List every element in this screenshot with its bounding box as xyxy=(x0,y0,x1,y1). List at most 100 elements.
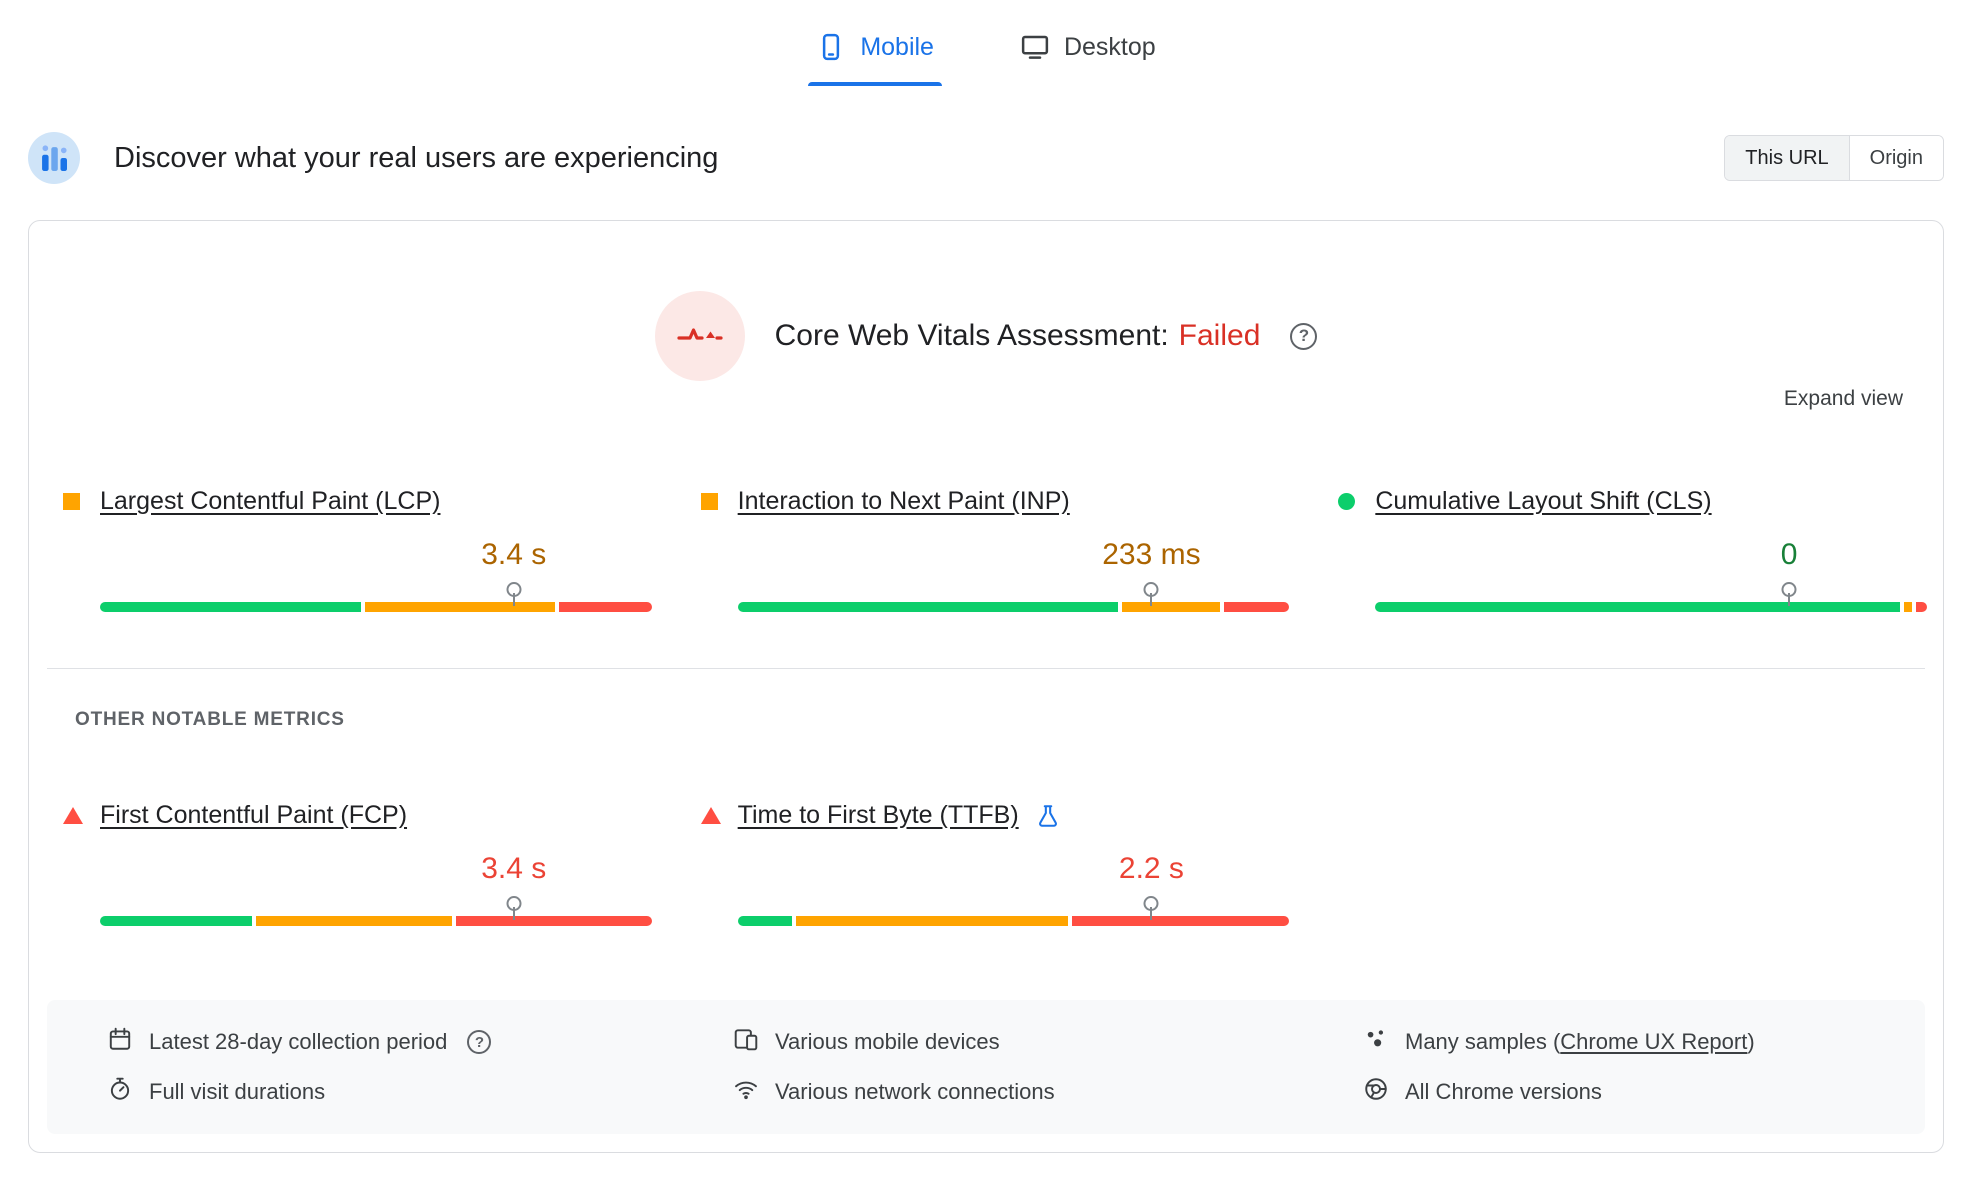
lcp-value: 3.4 s xyxy=(481,538,547,571)
lcp-distribution: 3.4 s xyxy=(100,538,652,612)
core-web-vitals-card: Core Web Vitals Assessment: Failed ? Expa… xyxy=(28,220,1944,1153)
ttfb-bar xyxy=(737,916,1290,926)
lcp-link[interactable]: Largest Contentful Paint (LCP) xyxy=(100,487,441,515)
chrome-ux-report-link[interactable]: Chrome UX Report xyxy=(1560,1029,1748,1054)
metric-inp-head: Interaction to Next Paint (INP) xyxy=(700,487,1290,516)
desktop-icon xyxy=(1020,32,1050,62)
metric-cls: Cumulative Layout Shift (CLS) 0 xyxy=(1338,487,1927,612)
fcp-p75-marker xyxy=(508,896,520,920)
assessment-title: Core Web Vitals Assessment: Failed xyxy=(775,319,1261,353)
assessment-label: Core Web Vitals Assessment: xyxy=(774,319,1169,352)
mobile-devices-icon xyxy=(733,1026,759,1058)
inp-bar xyxy=(737,602,1290,612)
tab-mobile[interactable]: Mobile xyxy=(808,18,942,86)
section-divider xyxy=(47,668,1925,669)
cls-distribution: 0 xyxy=(1375,538,1927,612)
assessment-status: Failed xyxy=(1178,319,1261,352)
scope-toggle: This URL Origin xyxy=(1724,135,1944,181)
durations-text: Full visit durations xyxy=(149,1079,326,1104)
devices-text: Various mobile devices xyxy=(775,1029,1000,1054)
ttfb-value: 2.2 s xyxy=(1118,852,1184,885)
inp-bar-ni xyxy=(1122,602,1221,612)
tab-desktop-label: Desktop xyxy=(1063,32,1156,61)
inp-link[interactable]: Interaction to Next Paint (INP) xyxy=(737,487,1070,515)
metric-lcp: Largest Contentful Paint (LCP) 3.4 s xyxy=(63,487,652,612)
cls-bar-poor xyxy=(1916,602,1927,612)
origin-button[interactable]: Origin xyxy=(1849,136,1943,180)
pulse-icon xyxy=(654,291,745,381)
fcp-bar-good xyxy=(100,916,253,926)
lcp-bar-ni xyxy=(364,602,556,612)
lcp-p75-marker xyxy=(508,582,520,606)
core-metrics-grid: Largest Contentful Paint (LCP) 3.4 s Int… xyxy=(63,487,1927,612)
fcp-value: 3.4 s xyxy=(481,852,547,885)
ttfb-link[interactable]: Time to First Byte (TTFB) xyxy=(737,801,1019,829)
cls-bar-ni xyxy=(1903,602,1913,612)
metric-inp: Interaction to Next Paint (INP) 233 ms xyxy=(700,487,1290,612)
expand-view-link[interactable]: Expand view xyxy=(1783,387,1903,410)
samples-prefix: Many samples ( xyxy=(1405,1029,1561,1054)
samples-text: Many samples (Chrome UX Report) xyxy=(1405,1029,1755,1055)
network-text: Various network connections xyxy=(775,1079,1055,1104)
inp-status-icon xyxy=(700,493,718,510)
empty-cell xyxy=(1375,801,1927,926)
collection-period-help-icon[interactable]: ? xyxy=(467,1030,492,1054)
assessment-help-icon[interactable]: ? xyxy=(1290,322,1318,350)
cls-p75-marker xyxy=(1783,582,1795,606)
fcp-bar-ni xyxy=(256,916,452,926)
stopwatch-icon xyxy=(107,1076,133,1108)
ttfb-p75-marker xyxy=(1145,896,1157,920)
samples-suffix: ) xyxy=(1747,1029,1755,1054)
metric-ttfb-head: Time to First Byte (TTFB) xyxy=(700,801,1290,830)
network-item: Various network connections xyxy=(733,1076,1363,1108)
this-url-button[interactable]: This URL xyxy=(1725,136,1850,180)
inp-bar-poor xyxy=(1224,602,1290,612)
lcp-status-icon xyxy=(63,493,80,510)
collection-period-item: Latest 28-day collection period ? xyxy=(107,1026,733,1058)
fcp-status-icon xyxy=(63,807,83,824)
field-data-header: Discover what your real users are experi… xyxy=(28,132,1944,184)
cls-status-icon xyxy=(1338,493,1356,510)
fcp-link[interactable]: First Contentful Paint (FCP) xyxy=(100,801,408,829)
device-tabs: Mobile Desktop xyxy=(0,0,1972,86)
devices-item: Various mobile devices xyxy=(733,1026,1363,1058)
experimental-flask-icon[interactable] xyxy=(1035,803,1061,829)
collection-info-box: Latest 28-day collection period ? Variou… xyxy=(47,1000,1925,1134)
inp-p75-marker xyxy=(1145,582,1157,606)
samples-dots-icon xyxy=(1363,1026,1389,1058)
calendar-icon xyxy=(107,1026,133,1058)
other-metrics-heading: OTHER NOTABLE METRICS xyxy=(75,709,345,730)
metric-ttfb: Time to First Byte (TTFB) 2.2 s xyxy=(700,801,1290,926)
cls-bar xyxy=(1375,602,1927,612)
smartphone-icon xyxy=(816,32,846,62)
cls-link[interactable]: Cumulative Layout Shift (CLS) xyxy=(1375,487,1712,515)
metric-fcp: First Contentful Paint (FCP) 3.4 s xyxy=(63,801,652,926)
ttfb-status-icon xyxy=(700,807,721,824)
cls-bar-good xyxy=(1375,602,1900,612)
field-data-logo-icon xyxy=(28,132,80,184)
chrome-icon xyxy=(1363,1076,1389,1108)
tab-desktop[interactable]: Desktop xyxy=(1012,18,1164,86)
fcp-bar-poor xyxy=(455,916,652,926)
chrome-versions-text: All Chrome versions xyxy=(1405,1079,1602,1104)
inp-value: 233 ms xyxy=(1102,538,1201,571)
fcp-bar xyxy=(100,916,652,926)
expand-row: Expand view xyxy=(69,387,1903,411)
ttfb-distribution: 2.2 s xyxy=(737,852,1290,926)
page-title: Discover what your real users are experi… xyxy=(114,141,719,174)
lcp-bar-poor xyxy=(559,602,652,612)
assessment-row: Core Web Vitals Assessment: Failed ? xyxy=(29,221,1943,381)
inp-bar-good xyxy=(737,602,1119,612)
fcp-distribution: 3.4 s xyxy=(100,852,652,926)
tab-mobile-label: Mobile xyxy=(860,32,934,61)
chrome-versions-item: All Chrome versions xyxy=(1363,1076,1905,1108)
lcp-bar-good xyxy=(100,602,361,612)
collection-period-text: Latest 28-day collection period xyxy=(149,1029,448,1054)
metric-cls-head: Cumulative Layout Shift (CLS) xyxy=(1338,487,1927,516)
ttfb-bar-ni xyxy=(796,916,1068,926)
samples-item: Many samples (Chrome UX Report) xyxy=(1363,1026,1905,1058)
ttfb-bar-good xyxy=(737,916,793,926)
metric-fcp-head: First Contentful Paint (FCP) xyxy=(63,801,652,830)
lcp-bar xyxy=(100,602,652,612)
wifi-icon xyxy=(733,1076,759,1108)
